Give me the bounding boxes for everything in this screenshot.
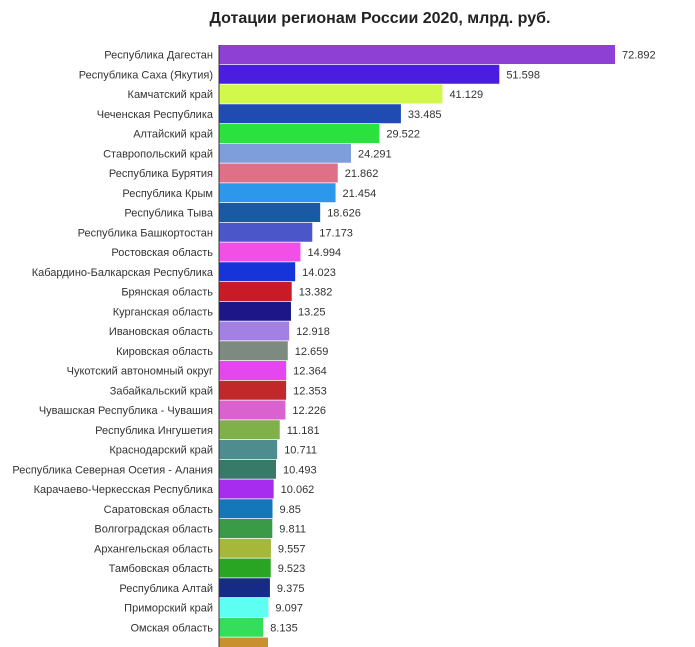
bar: [219, 459, 277, 479]
bar: [219, 519, 273, 538]
value-label: 10.062: [281, 484, 315, 496]
value-label: 12.918: [296, 326, 330, 338]
value-label: 12.226: [292, 405, 326, 417]
chart-title: Дотации регионам России 2020, млрд. руб.: [209, 10, 551, 27]
bar: [219, 124, 380, 143]
category-label: Республика Дагестан: [104, 50, 213, 62]
bar: [219, 361, 287, 380]
category-label: Курганская область: [113, 306, 214, 318]
category-label: Ставропольский край: [103, 148, 213, 160]
category-label: Республика Алтай: [119, 583, 213, 595]
value-label: 24.291: [358, 148, 392, 160]
bar: [219, 282, 292, 301]
bar: [219, 163, 338, 183]
category-label: Республика Саха (Якутия): [79, 69, 213, 81]
bar: [219, 420, 280, 440]
category-label: Республика Северная Осетия - Алания: [12, 464, 213, 476]
bar: [219, 104, 401, 124]
value-label: 13.382: [299, 287, 333, 299]
bar: [219, 301, 291, 321]
category-label: Саратовская область: [104, 504, 214, 516]
value-label: 18.626: [327, 208, 361, 220]
category-label: Чувашская Республика - Чувашия: [39, 405, 213, 417]
category-label: Республика Бурятия: [109, 168, 213, 180]
category-label: Чеченская Республика: [97, 109, 214, 121]
value-label: 13.25: [298, 306, 326, 318]
bar: [219, 538, 271, 558]
bar: [219, 321, 290, 341]
category-label: Алтайский край: [133, 129, 213, 141]
category-label: Краснодарский край: [109, 445, 213, 457]
bar: [219, 341, 288, 361]
value-label: 11.181: [287, 425, 320, 437]
bar: [219, 400, 286, 420]
category-label: Омская область: [130, 622, 213, 634]
bar: [219, 242, 301, 262]
category-label: Республика Тыва: [124, 208, 214, 220]
bar: [219, 380, 287, 400]
bar: [219, 440, 278, 459]
value-label: 10.711: [284, 445, 317, 457]
value-label: 12.353: [293, 385, 327, 397]
value-label: 9.811: [279, 524, 306, 536]
category-label: Забайкальский край: [110, 385, 213, 397]
category-label: Кировская область: [116, 346, 213, 358]
value-label: 8.135: [270, 622, 298, 634]
value-label: 51.598: [506, 69, 540, 81]
category-label: Камчатский край: [128, 89, 213, 101]
value-label: 12.659: [295, 346, 329, 358]
value-label: 33.485: [408, 109, 442, 121]
category-label: Брянская область: [121, 287, 213, 299]
bar: [219, 578, 270, 598]
bar: [219, 64, 500, 84]
category-label: Кабардино-Балкарская Республика: [32, 267, 214, 279]
bar: [219, 558, 271, 578]
bar: [219, 203, 321, 222]
value-label: 9.523: [278, 563, 306, 575]
value-label: 21.862: [345, 168, 379, 180]
value-label: 41.129: [449, 89, 483, 101]
bar: [219, 143, 351, 163]
bar: [219, 222, 313, 242]
value-label: 72.892: [622, 50, 656, 62]
bar: [219, 598, 269, 617]
category-label: Приморский край: [124, 603, 213, 615]
category-label: Волгоградская область: [94, 524, 213, 536]
value-label: 12.364: [293, 366, 327, 378]
category-label: Тамбовская область: [109, 563, 214, 575]
category-label: Карачаево-Черкесская Республика: [34, 484, 214, 496]
value-label: 14.023: [302, 267, 336, 279]
category-label: Ростовская область: [111, 247, 213, 259]
category-label: Республика Крым: [122, 188, 213, 200]
value-label: 9.097: [275, 603, 303, 615]
value-label: 10.493: [283, 464, 317, 476]
category-label: Архангельская область: [94, 543, 213, 555]
category-label: Чукотский автономный округ: [67, 366, 213, 378]
value-label: 17.173: [319, 227, 353, 239]
bars-layer: Республика Дагестан 72.892 Республика Саха…: [12, 45, 656, 647]
value-label: 21.454: [343, 188, 377, 200]
bar: [219, 499, 273, 519]
value-label: 9.85: [280, 504, 301, 516]
value-label: 9.375: [277, 583, 305, 595]
bar: [219, 617, 264, 637]
value-label: 9.557: [278, 543, 306, 555]
value-label: 29.522: [386, 129, 420, 141]
bar: [219, 45, 615, 64]
value-label: 14.994: [307, 247, 341, 259]
bar: [219, 84, 443, 104]
bar: [219, 262, 296, 282]
category-label: Ивановская область: [109, 326, 213, 338]
bar: [219, 479, 274, 499]
bar-partial: [219, 637, 268, 647]
category-label: Республика Башкортостан: [78, 227, 213, 239]
bar: [219, 183, 336, 203]
category-label: Республика Ингушетия: [95, 425, 213, 437]
